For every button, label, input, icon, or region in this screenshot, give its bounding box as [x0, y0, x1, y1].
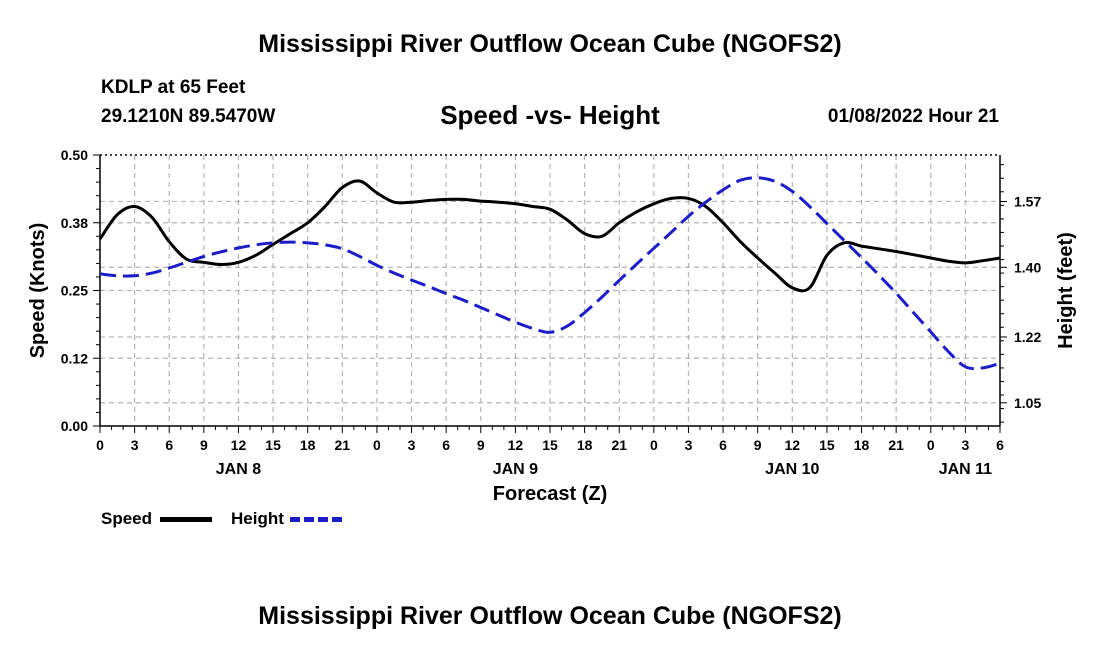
chart-axes	[93, 154, 1007, 433]
x-tick-label: 9	[200, 437, 208, 453]
y-right-tick-label: 1.22	[1014, 329, 1041, 345]
y-left-tick-label: 0.38	[61, 215, 88, 231]
y-left-tick-label: 0.50	[61, 147, 88, 163]
x-tick-label: 6	[442, 437, 450, 453]
x-tick-label: 15	[265, 437, 281, 453]
page-title: Mississippi River Outflow Ocean Cube (NG…	[258, 30, 842, 58]
y-axis-title-left: Speed (Knots)	[27, 223, 49, 359]
y-right-tick-label: 1.05	[1014, 395, 1041, 411]
chart-labels: 0 3 6 9 12 15 18 21 0 3 6 9 12 15 18 21 0 3 6 9 12 15 18 21 0 3 6J…	[27, 147, 1077, 505]
series-line-speed	[98, 179, 1001, 293]
series-line-height	[99, 176, 1001, 371]
station-label: KDLP at 65 Feet	[101, 77, 246, 98]
x-tick-label: 12	[231, 437, 247, 453]
y-left-tick-label: 0.00	[61, 418, 88, 434]
x-day-label: JAN 8	[216, 461, 261, 478]
legend-height: Height	[231, 509, 342, 529]
x-tick-label: 21	[335, 437, 351, 453]
x-tick-label: 18	[854, 437, 870, 453]
x-tick-label: 6	[996, 437, 1004, 453]
x-tick-label: 0	[96, 437, 104, 453]
chart-series	[98, 176, 1001, 371]
legend-speed: Speed	[101, 509, 212, 529]
x-tick-label: 12	[785, 437, 801, 453]
chart-subtitle: Speed -vs- Height	[440, 100, 660, 130]
x-tick-label: 9	[754, 437, 762, 453]
x-tick-label: 18	[300, 437, 316, 453]
x-tick-label: 3	[408, 437, 416, 453]
x-tick-label: 6	[165, 437, 173, 453]
x-day-label: JAN 10	[765, 461, 819, 478]
y-axis-title-right: Height (feet)	[1055, 232, 1077, 349]
x-tick-label: 21	[888, 437, 904, 453]
x-axis-title: Forecast (Z)	[493, 483, 607, 505]
x-tick-label: 3	[685, 437, 693, 453]
legend-height-swatch	[289, 517, 342, 523]
x-tick-label: 0	[650, 437, 658, 453]
footer-title: Mississippi River Outflow Ocean Cube (NG…	[258, 602, 842, 630]
y-left-tick-label: 0.25	[61, 283, 88, 299]
x-day-label: JAN 11	[939, 461, 992, 478]
y-right-tick-label: 1.57	[1014, 193, 1041, 209]
station-coordinates: 29.1210N 89.5470W	[101, 106, 276, 127]
x-tick-label: 15	[819, 437, 835, 453]
legend-height-label: Height	[231, 509, 284, 528]
y-left-tick-label: 0.12	[61, 350, 88, 366]
x-day-label: JAN 9	[493, 461, 538, 478]
x-tick-label: 0	[373, 437, 381, 453]
forecast-datetime: 01/08/2022 Hour 21	[827, 106, 999, 127]
x-tick-label: 21	[611, 437, 627, 453]
x-tick-label: 3	[961, 437, 969, 453]
y-right-tick-label: 1.40	[1014, 259, 1041, 275]
x-tick-label: 3	[131, 437, 139, 453]
x-tick-label: 9	[477, 437, 485, 453]
x-tick-label: 12	[508, 437, 524, 453]
chart-gridlines	[100, 155, 1000, 426]
x-tick-label: 6	[719, 437, 727, 453]
legend-speed-swatch	[159, 517, 212, 523]
x-tick-label: 0	[927, 437, 935, 453]
x-tick-label: 15	[542, 437, 558, 453]
legend-speed-label: Speed	[101, 509, 153, 528]
x-tick-label: 18	[577, 437, 593, 453]
